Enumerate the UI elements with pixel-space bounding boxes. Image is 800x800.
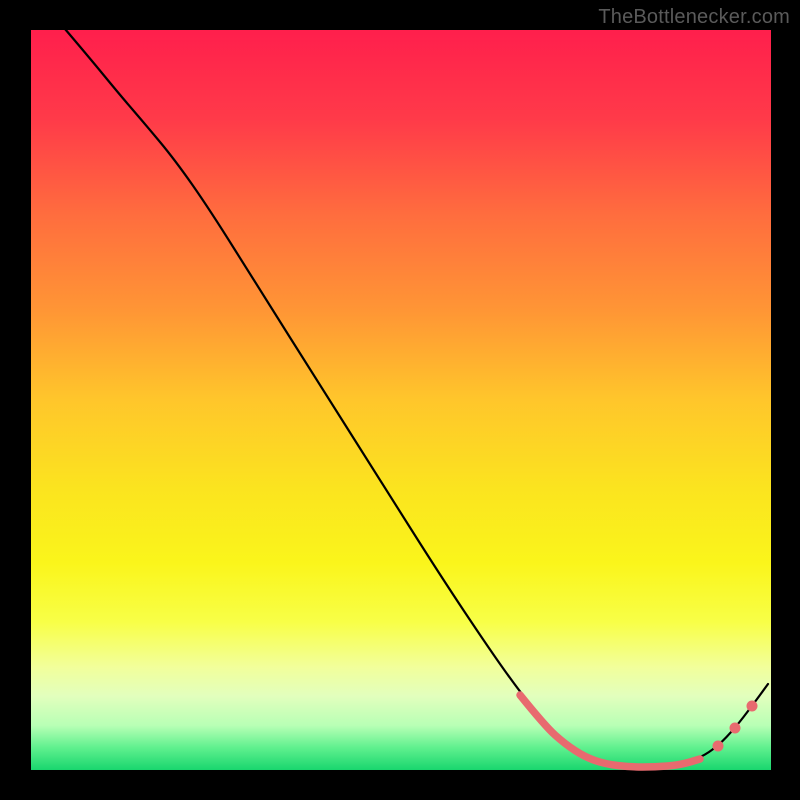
watermark-text: TheBottlenecker.com [598,6,790,29]
highlight-dot [713,741,724,752]
plot-gradient-background [31,30,771,770]
highlight-dot [730,723,741,734]
chart-svg [0,0,800,800]
chart-container: TheBottlenecker.com [0,0,800,800]
highlight-dot [747,701,758,712]
